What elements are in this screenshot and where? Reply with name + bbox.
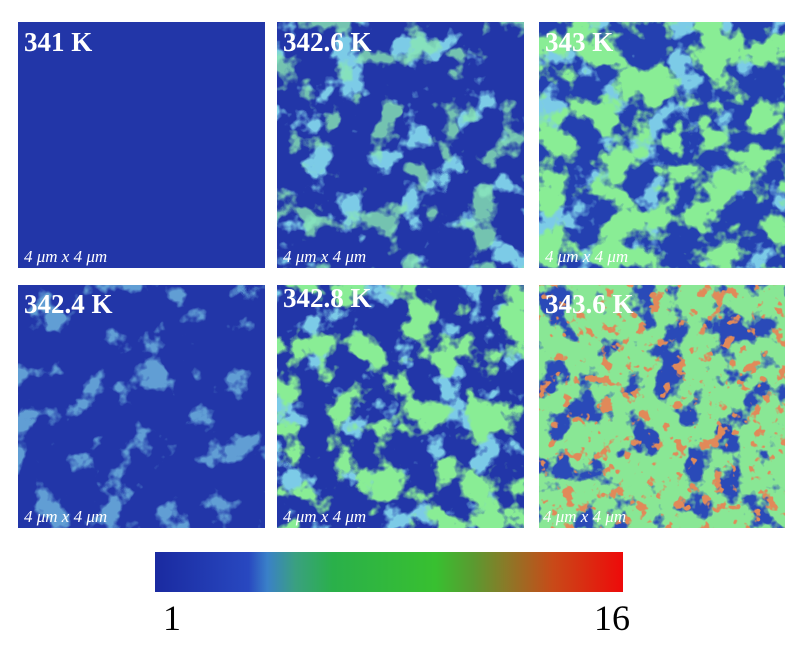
panel: [277, 22, 524, 268]
scale-label: 4 μm x 4 μm: [283, 247, 366, 266]
temperature-label: 342.4 K: [24, 289, 113, 319]
scale-label: 4 μm x 4 μm: [24, 247, 107, 266]
temperature-label: 343.6 K: [545, 289, 634, 319]
colorbar-min-label: 1: [163, 598, 181, 638]
panel: [539, 22, 785, 268]
panel: [539, 285, 785, 528]
temperature-label: 343 K: [545, 27, 613, 57]
scale-label: 4 μm x 4 μm: [545, 247, 628, 266]
temperature-label: 342.6 K: [283, 27, 372, 57]
scale-label: 4 μm x 4 μm: [283, 507, 366, 526]
scale-label: 4 μm x 4 μm: [543, 507, 626, 526]
temperature-label: 341 K: [24, 27, 92, 57]
temperature-label: 342.8 K: [283, 283, 372, 313]
panel: [18, 22, 265, 268]
panel: [18, 285, 265, 528]
scale-label: 4 μm x 4 μm: [24, 507, 107, 526]
colorbar-max-label: 16: [594, 598, 630, 638]
colorbar: [155, 552, 623, 592]
panel: [277, 285, 524, 528]
